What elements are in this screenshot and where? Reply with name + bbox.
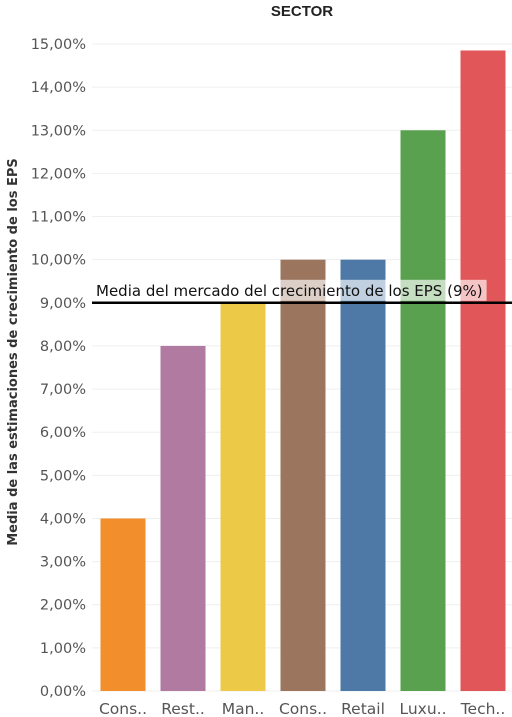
x-tick-label: Cons..	[99, 700, 147, 717]
x-tick-label: Luxu..	[399, 700, 446, 717]
y-tick-label: 0,00%	[40, 684, 86, 700]
bar[interactable]	[100, 518, 146, 691]
y-tick-label: 11,00%	[31, 210, 86, 226]
x-tick-label: Retail	[341, 700, 385, 717]
reference-line-label: Media del mercado del crecimiento de los…	[96, 282, 483, 300]
x-tick-label: Man..	[222, 700, 265, 717]
x-tick-label: Cons..	[279, 700, 327, 717]
y-tick-label: 9,00%	[40, 296, 86, 312]
bar[interactable]	[280, 259, 326, 691]
y-tick-label: 2,00%	[40, 598, 86, 614]
bar[interactable]	[160, 345, 206, 691]
y-axis-ticks: 0,00% 1,00% 2,00% 3,00% 4,00% 5,00% 6,00% 7,00%…	[31, 37, 86, 700]
y-tick-label: 14,00%	[31, 80, 86, 96]
y-tick-label: 10,00%	[31, 253, 86, 269]
y-tick-label: 7,00%	[40, 382, 86, 398]
y-tick-label: 8,00%	[40, 339, 86, 355]
y-tick-label: 3,00%	[40, 555, 86, 571]
bar[interactable]	[220, 302, 266, 691]
y-tick-label: 4,00%	[40, 511, 86, 527]
x-tick-label: Tech..	[460, 700, 506, 717]
y-tick-label: 13,00%	[31, 123, 86, 139]
bars	[100, 50, 506, 692]
y-axis-label: Media de las estimaciones de crecimiento…	[6, 158, 21, 546]
y-tick-label: 6,00%	[40, 425, 86, 441]
bar[interactable]	[340, 259, 386, 691]
y-tick-label: 15,00%	[31, 37, 86, 53]
y-tick-label: 5,00%	[40, 468, 86, 484]
x-axis-ticks: Cons.. Rest.. Man.. Cons.. Retail Luxu.. Tech.…	[99, 700, 505, 717]
reference-line-group: Media del mercado del crecimiento de los…	[92, 279, 512, 305]
y-tick-label: 1,00%	[40, 641, 86, 657]
chart-title: SECTOR	[271, 3, 333, 20]
x-tick-label: Rest..	[161, 700, 205, 717]
y-tick-label: 12,00%	[31, 166, 86, 182]
bar[interactable]	[400, 130, 446, 691]
bar[interactable]	[460, 50, 506, 692]
reference-label-background	[94, 279, 487, 301]
